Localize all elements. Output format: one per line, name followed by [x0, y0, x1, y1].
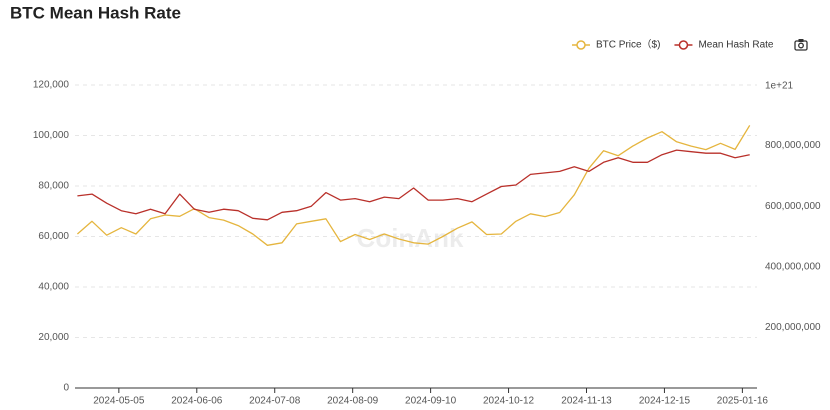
legend-marker [678, 40, 689, 50]
x-tick-label: 2024-07-08 [249, 396, 301, 407]
x-tick-label: 2024-11-13 [561, 396, 612, 407]
x-tick-label: 2024-05-05 [93, 396, 145, 407]
x-tick-label: 2024-09-10 [405, 396, 457, 407]
x-tick-label: 2025-01-16 [717, 396, 769, 407]
legend-label: Mean Hash Rate [698, 40, 773, 51]
y-tick-label: 0 [63, 383, 69, 394]
y-tick-label: 40,000 [38, 282, 69, 293]
y2-tick-label: 400,000,000 [765, 261, 821, 272]
y2-offset-label: 1e+21 [765, 81, 794, 92]
chart-title: BTC Mean Hash Rate [10, 3, 181, 22]
x-tick-label: 2024-12-15 [639, 396, 691, 407]
legend-item[interactable]: BTC Price（$) [572, 39, 660, 51]
y-tick-label: 60,000 [38, 231, 69, 242]
y-tick-label: 20,000 [38, 332, 69, 343]
series-line [76, 125, 751, 246]
y2-tick-label: 600,000,000 [765, 201, 821, 212]
y-tick-label: 80,000 [38, 181, 69, 192]
y-tick-label: 120,000 [33, 80, 70, 91]
y-tick-label: 100,000 [33, 130, 70, 141]
legend-marker [576, 40, 586, 50]
x-tick-label: 2024-08-09 [327, 396, 379, 407]
x-tick-label: 2024-06-06 [171, 396, 223, 407]
camera-icon[interactable] [794, 39, 808, 51]
y2-tick-label: 800,000,000 [765, 140, 821, 151]
series-line [77, 149, 750, 221]
legend-item[interactable]: Mean Hash Rate [674, 40, 774, 51]
legend-label: BTC Price（$) [596, 39, 660, 51]
x-tick-label: 2024-10-12 [483, 396, 535, 407]
y2-tick-label: 200,000,000 [765, 322, 821, 333]
